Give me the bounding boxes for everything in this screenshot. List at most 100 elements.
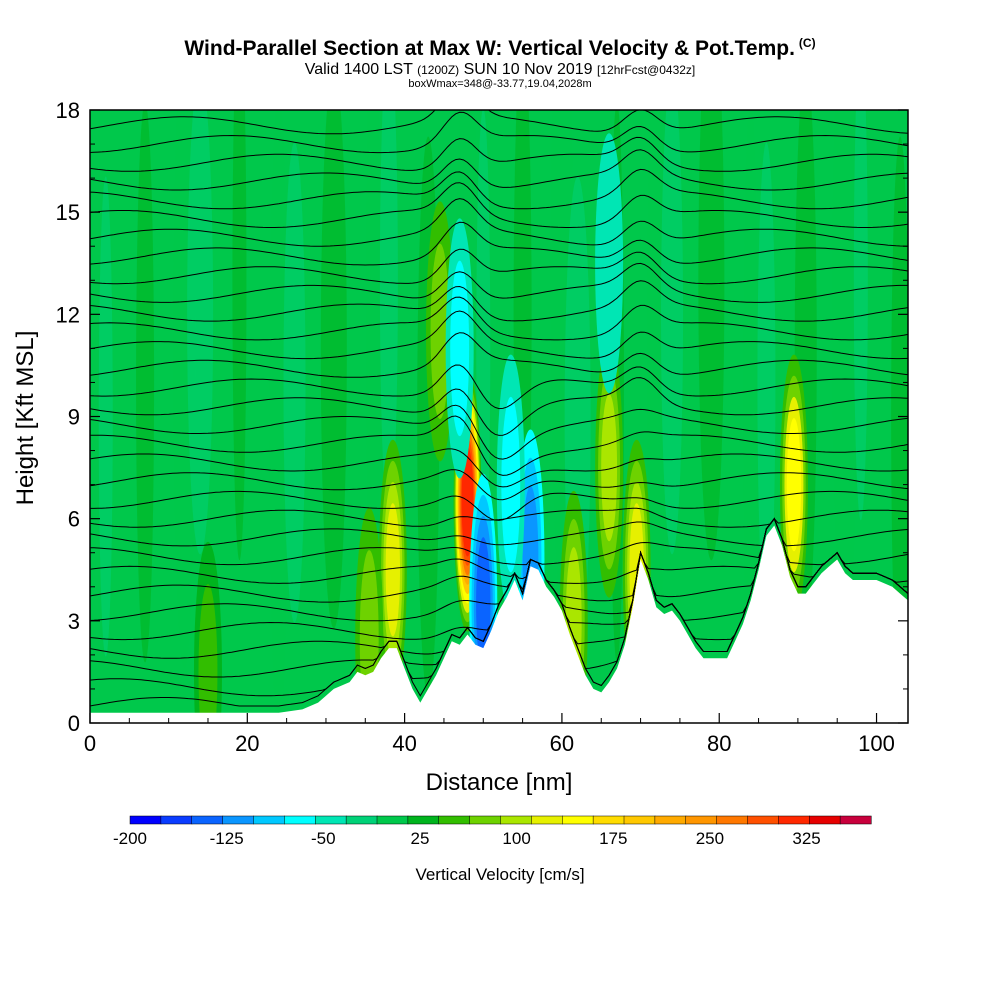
field-streak [98, 176, 113, 657]
isentrope-line [90, 377, 908, 436]
colorbar-tick-label: -125 [210, 829, 244, 848]
colorbar-tick-label: 100 [502, 829, 530, 848]
x-tick-label: 20 [235, 731, 259, 756]
y-axis-label: Height [Kft MSL] [12, 331, 39, 506]
x-axis-label: Distance [nm] [426, 769, 573, 796]
isentrope-line [90, 310, 908, 360]
colorbar-swatch [407, 815, 440, 825]
valid-date: SUN 10 Nov 2019 [463, 61, 593, 78]
isentrope-line [90, 168, 908, 210]
colorbar-swatch [592, 815, 625, 825]
chart-subtitle: Valid 1400 LST (1200Z) SUN 10 Nov 2019 [… [0, 61, 1000, 79]
field-streak [187, 110, 214, 555]
colorbar-swatch [839, 815, 872, 825]
x-tick-label: 0 [84, 731, 96, 756]
colorbar-swatch [160, 815, 193, 825]
colorbar-tick-label: -200 [113, 829, 147, 848]
y-tick-label: 9 [68, 405, 80, 430]
forecast-info: [12hrFcst@0432z] [597, 63, 696, 77]
isentrope-line [90, 332, 908, 378]
axes: 0 20 40 60 80 100 0 3 6 9 12 15 18 [56, 98, 908, 756]
copyright-mark: (C) [798, 36, 816, 50]
colorbar-swatch [747, 815, 779, 825]
updraft-core [430, 243, 450, 420]
isentrope-line [90, 248, 908, 285]
colorbar-label: Vertical Velocity [cm/s] [415, 865, 584, 884]
field-streak [136, 110, 155, 663]
valid-time: Valid 1400 LST [304, 61, 413, 78]
field-streak [661, 110, 684, 555]
isentrope-line [90, 448, 908, 488]
colorbar-swatch [623, 815, 656, 825]
colorbar-swatch [716, 815, 749, 825]
updraft-core [461, 446, 474, 557]
downdraft-core [501, 396, 521, 573]
updraft-core [601, 393, 618, 542]
isentrope-line [90, 507, 908, 528]
x-tick-label: 60 [550, 731, 574, 756]
x-tick-label: 40 [392, 731, 416, 756]
x-tick-label: 100 [858, 731, 895, 756]
isentrope-line [90, 262, 908, 303]
downdraft-core [599, 175, 619, 351]
colorbar-tick-label: 25 [410, 829, 429, 848]
colorbar-swatch [222, 815, 255, 825]
colorbar-swatch [531, 815, 563, 825]
y-tick-label: 6 [68, 507, 80, 532]
isentrope-line [90, 149, 908, 191]
isentropes [90, 110, 908, 707]
colorbar-swatch [809, 815, 841, 825]
isentrope-line [90, 136, 908, 172]
valid-utc: (1200Z) [417, 63, 460, 77]
isentrope-line [90, 280, 908, 322]
field-streak [743, 110, 758, 723]
isentrope-line [90, 198, 908, 247]
colorbar-tick-label: 325 [792, 829, 820, 848]
box-info: boxWmax=348@-33.77,19.04,2028m [408, 78, 592, 90]
colorbar-swatch [469, 815, 502, 825]
colorbar-tick-label: 175 [599, 829, 627, 848]
colorbar-tick-label: -50 [311, 829, 336, 848]
updraft-core [385, 503, 400, 637]
updraft-core [786, 417, 802, 552]
colorbar-swatch [253, 815, 285, 825]
terrain [90, 525, 908, 723]
y-tick-label: 12 [56, 302, 80, 327]
field-streak [269, 110, 288, 723]
isentrope-line [90, 490, 908, 521]
isentrope-line [90, 469, 908, 501]
colorbar-swatch [654, 815, 687, 825]
isentrope-line [90, 182, 908, 228]
colorbar-swatch [685, 815, 718, 825]
colorbar-swatch [191, 815, 224, 825]
y-tick-label: 15 [56, 200, 80, 225]
isentrope-line [90, 221, 908, 266]
colorbar-tick-label: 250 [696, 829, 724, 848]
field-streak [757, 142, 776, 623]
isentrope-line [90, 296, 908, 341]
chart-title-text: Wind-Parallel Section at Max W: Vertical… [184, 37, 795, 60]
x-tick-label: 80 [707, 731, 731, 756]
chart-title: Wind-Parallel Section at Max W: Vertical… [0, 36, 1000, 61]
colorbar-swatch [438, 815, 471, 825]
colorbar-swatch [315, 815, 347, 825]
field-streak [832, 110, 859, 635]
colorbar-swatch [129, 815, 162, 825]
colorbar-swatch [562, 815, 594, 825]
colorbar-swatch [778, 815, 810, 825]
colorbar-swatch [284, 815, 316, 825]
field-streak [320, 110, 347, 629]
isentrope-line [90, 364, 908, 410]
isentrope-line [90, 110, 908, 135]
updraft-core [198, 584, 218, 723]
y-tick-label: 18 [56, 98, 80, 123]
colorbar-swatch [376, 815, 409, 825]
isentrope-line [90, 415, 908, 476]
field-streak [698, 110, 725, 561]
y-tick-label: 3 [68, 609, 80, 634]
colorbar-swatch [345, 815, 378, 825]
colorbar: -200 -125 -50 25 100 175 250 325 [113, 815, 872, 848]
isentrope-line [90, 111, 908, 154]
plot-area [90, 110, 908, 723]
